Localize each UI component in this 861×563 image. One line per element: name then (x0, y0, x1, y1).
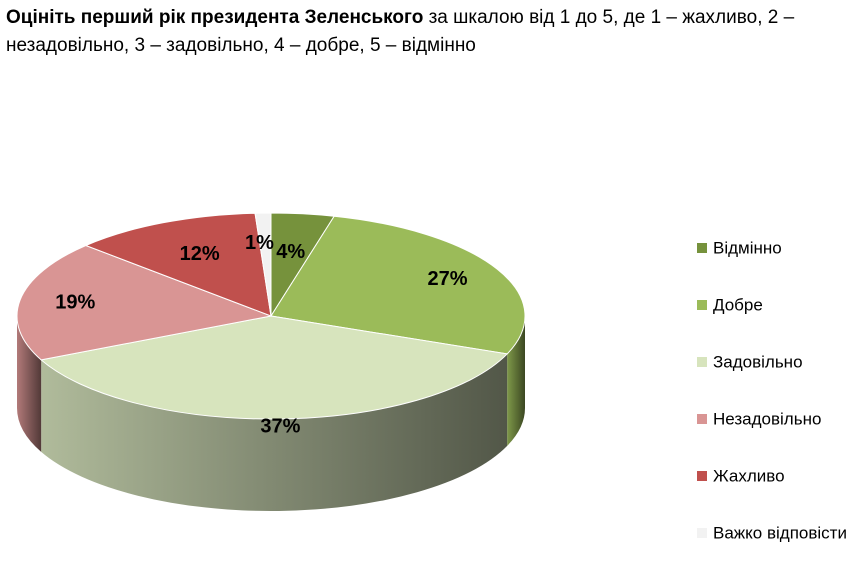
chart-title-bold: Оцініть перший рік президента Зеленськог… (6, 7, 424, 28)
chart-title: Оцініть перший рік президента Зеленськог… (6, 4, 856, 60)
legend-label-2: Задовільно (713, 352, 803, 371)
legend-swatch-2 (697, 357, 707, 367)
data-label-4: 12% (180, 243, 220, 265)
data-label-1: 27% (428, 268, 468, 290)
legend-swatch-4 (697, 471, 707, 481)
data-label-3: 19% (55, 292, 95, 314)
data-label-5: 1% (245, 232, 274, 254)
pie-slice-4 (84, 212, 272, 317)
legend-label-4: Жахливо (713, 466, 785, 485)
pie-slice-1 (270, 215, 526, 355)
pie-slice-2 (40, 315, 509, 420)
pie-sides (17, 316, 525, 512)
pie-side-3 (17, 316, 42, 452)
legend-swatch-1 (697, 300, 707, 310)
legend-swatch-3 (697, 414, 707, 424)
legend-label-1: Добре (713, 295, 763, 314)
legend-label-3: Незадовільно (713, 409, 821, 428)
pie-slice-3 (16, 244, 273, 361)
pie-slice-5 (254, 212, 272, 317)
legend: Відмінно Добре Задовільно Незадовільно Жахли… (697, 238, 847, 542)
data-label-0: 4% (276, 241, 305, 263)
legend-label-0: Відмінно (713, 238, 782, 257)
pie-labels: 4% 27% 37% 19% 12% 1% (55, 232, 467, 437)
legend-swatch-0 (697, 243, 707, 253)
pie-side-2 (41, 353, 508, 512)
chart-title-rest: за шкалою від 1 до 5, де 1 – жахливо, 2 … (6, 7, 795, 56)
legend-label-5: Важко відповісти (713, 523, 847, 542)
data-label-2: 37% (260, 416, 300, 438)
pie-side-1 (507, 316, 525, 446)
pie-tops (16, 212, 526, 420)
legend-swatch-5 (697, 528, 707, 538)
